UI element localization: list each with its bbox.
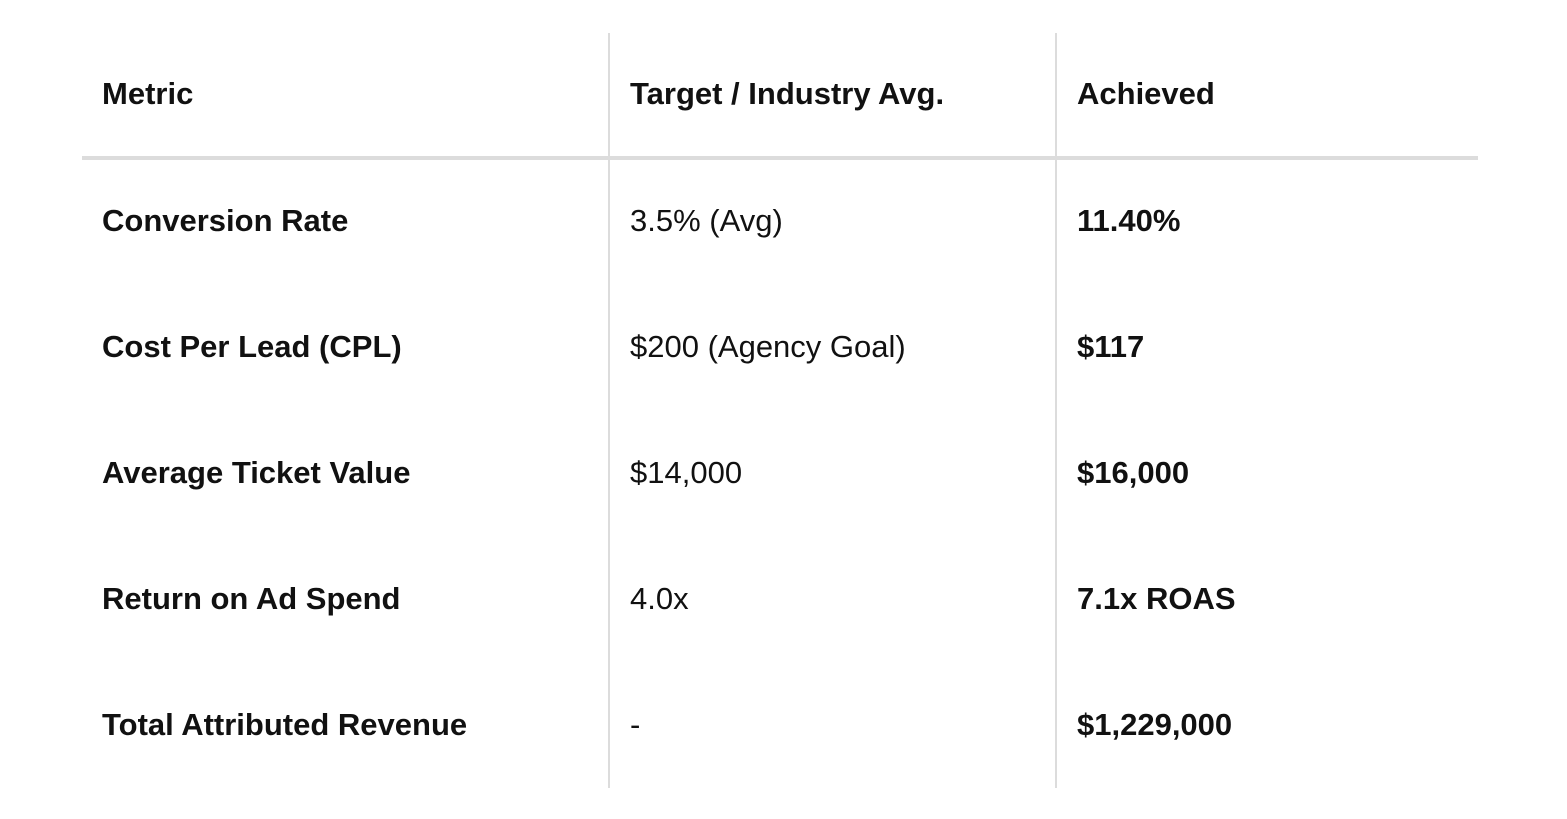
achieved-cell: $16,000 — [1077, 455, 1190, 490]
column-divider — [608, 33, 610, 788]
metric-cell: Total Attributed Revenue — [102, 707, 468, 742]
header-target: Target / Industry Avg. — [630, 76, 945, 111]
target-cell: $200 (Agency Goal) — [630, 329, 906, 364]
header-divider — [82, 156, 1478, 160]
metric-cell: Conversion Rate — [102, 203, 349, 238]
column-divider — [1055, 33, 1057, 788]
metric-cell: Cost Per Lead (CPL) — [102, 329, 402, 364]
achieved-cell: 11.40% — [1077, 203, 1181, 238]
target-cell: 3.5% (Avg) — [630, 203, 783, 238]
header-metric: Metric — [102, 76, 194, 111]
achieved-cell: $117 — [1077, 329, 1145, 364]
target-cell: - — [630, 707, 641, 742]
achieved-cell: $1,229,000 — [1077, 707, 1233, 742]
header-achieved: Achieved — [1077, 76, 1215, 111]
metric-cell: Return on Ad Spend — [102, 581, 401, 616]
target-cell: $14,000 — [630, 455, 743, 490]
target-cell: 4.0x — [630, 581, 689, 616]
achieved-cell: 7.1x ROAS — [1077, 581, 1236, 616]
metric-cell: Average Ticket Value — [102, 455, 411, 490]
